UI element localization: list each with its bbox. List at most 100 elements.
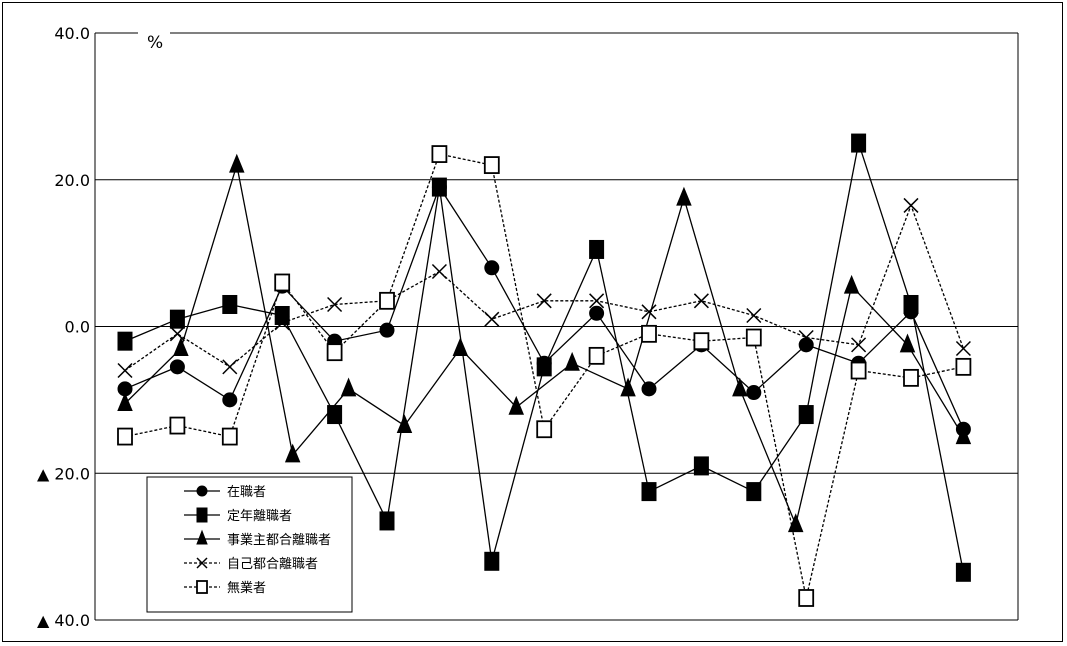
data-point-circle [484,260,500,276]
legend-item: 無業者 [184,580,266,596]
data-point-circle [169,359,185,375]
data-point-triangle [340,377,357,397]
data-point-x [798,329,814,346]
data-point-circle [641,381,657,397]
data-point-triangle [899,333,916,353]
data-point-open-square [536,420,553,439]
data-point-open-square [169,416,186,435]
data-point-x [117,362,133,379]
data-point-open-square [274,273,291,292]
data-point-x [327,296,343,313]
series-line [124,185,964,430]
data-point-triangle [173,337,189,357]
data-point-open-square [221,427,238,446]
data-point-triangle [196,529,208,545]
data-point-square [851,133,867,153]
y-tick-label: 0.0 [65,318,90,337]
data-point-triangle [676,186,692,206]
data-point-open-square [326,343,343,362]
data-point-square [431,177,447,197]
data-point-triangle [843,274,860,294]
data-point-triangle [955,425,972,445]
data-point-open-square [798,589,815,607]
legend-label: 定年離職者 [227,509,292,524]
data-point-square [536,357,552,377]
y-unit-label: % [147,33,163,53]
data-point-x [196,557,208,569]
legend-item: 定年離職者 [184,507,292,524]
data-point-square [222,294,238,314]
data-point-square [589,239,605,259]
data-point-triangle [732,377,748,397]
data-point-square [641,482,657,502]
data-point-circle [196,485,208,497]
data-point-open-square [903,368,919,387]
legend-item: 在職者 [184,485,266,500]
data-point-square [903,294,919,314]
data-point-open-square [641,324,657,343]
data-point-square [327,405,343,425]
legend-label: 事業主都合離職者 [227,532,331,548]
data-point-x [851,337,867,353]
data-point-square [484,551,500,571]
data-point-x [484,311,500,327]
data-point-open-square [693,332,710,351]
data-point-square [798,405,814,425]
legend-label: 無業者 [227,580,266,596]
data-point-x [903,197,919,213]
data-point-square [693,456,709,476]
data-point-open-square [955,357,972,376]
data-point-circle [222,392,238,408]
data-point-circle [379,322,395,338]
series-3 [117,153,972,533]
legend-label: 在職者 [227,485,266,500]
data-point-open-square [196,580,208,594]
series-line [124,203,965,372]
series-5 [117,145,972,607]
y-tick-label: 20.0 [54,171,90,190]
legend-label: 自己都合離職者 [227,557,318,572]
data-point-triangle [564,351,580,371]
data-point-triangle [117,392,133,412]
data-point-open-square [431,145,448,163]
data-point-open-square [483,156,500,174]
data-point-triangle [620,377,636,397]
data-point-x [589,293,605,309]
data-point-square [955,562,971,582]
data-point-square [117,331,133,351]
data-point-x [431,263,447,279]
y-tick-label: ▲ 20.0 [37,464,90,483]
data-point-x [641,304,657,320]
series-group [117,133,972,607]
data-point-circle [589,305,605,321]
data-point-triangle [229,153,245,173]
series-line [124,153,964,599]
y-axis: 40.0 20.0 0.0 ▲ 20.0 ▲ 40.0 [37,24,90,630]
data-point-open-square [379,291,395,310]
data-point-square [746,482,762,502]
data-point-x [955,340,971,357]
data-point-square [379,511,395,531]
data-point-x [536,293,552,309]
data-point-square [169,309,185,329]
data-point-x [222,359,238,375]
data-point-x [169,326,185,342]
data-point-x [274,315,290,331]
data-point-circle [746,385,762,401]
grid-lines [94,32,1019,621]
data-point-open-square [850,361,867,380]
data-point-square [196,507,208,523]
data-point-circle [798,337,814,353]
legend-item: 事業主都合離職者 [184,529,331,548]
y-tick-label: 40.0 [54,24,90,43]
series-line [124,164,964,527]
data-point-open-square [588,346,605,365]
data-point-x [693,293,709,309]
data-point-open-square [117,427,133,446]
legend-box [146,476,353,613]
data-point-triangle [452,337,469,357]
data-point-open-square [745,328,762,347]
data-point-triangle [508,395,524,415]
